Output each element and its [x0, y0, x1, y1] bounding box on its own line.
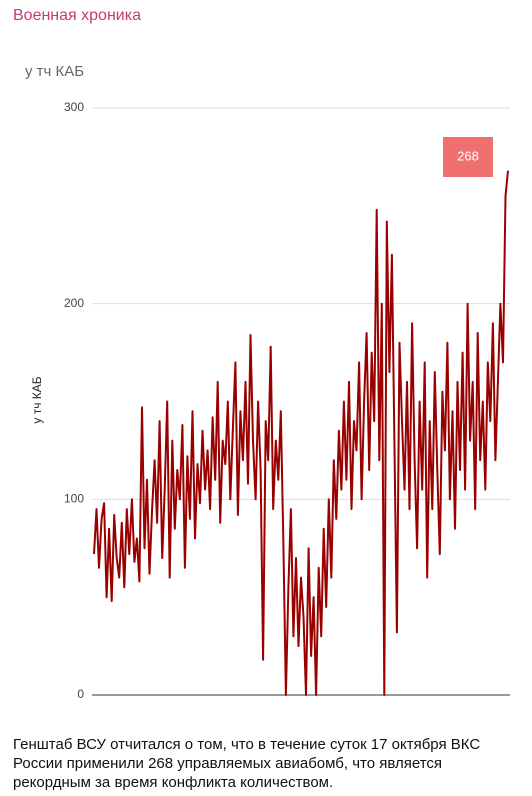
y-tick-label: 300 — [64, 100, 84, 114]
y-axis-label: у тч КАБ — [30, 376, 44, 423]
value-label-box — [443, 137, 493, 177]
channel-name[interactable]: Военная хроника — [13, 7, 141, 24]
y-tick-label: 100 — [64, 492, 84, 506]
post-text: Генштаб ВСУ отчитался о том, что в течен… — [13, 736, 481, 791]
y-tick-label: 0 — [77, 687, 84, 701]
y-tick-label: 200 — [64, 296, 84, 310]
data-line — [93, 170, 509, 696]
chart: у тч КАБ у тч КАБ 0 100 200 300 268 — [25, 63, 510, 701]
chart-title: у тч КАБ — [25, 63, 84, 80]
value-label: 268 — [457, 148, 479, 163]
